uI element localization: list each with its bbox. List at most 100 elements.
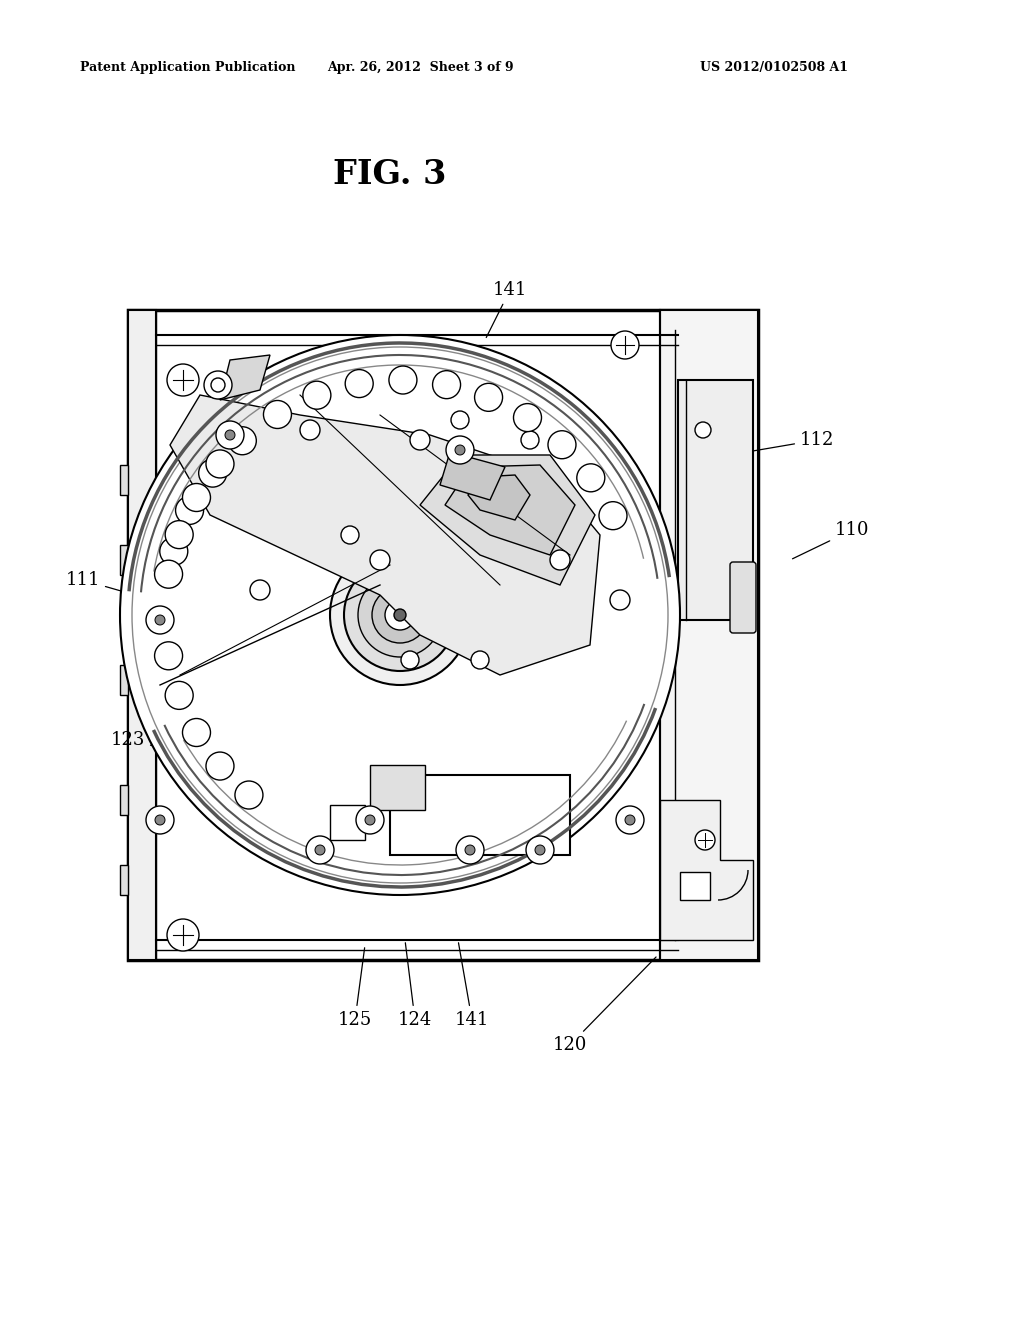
Circle shape [535,845,545,855]
Bar [120,545,128,576]
Circle shape [182,483,211,511]
Circle shape [263,400,292,429]
Bar [680,873,710,900]
Circle shape [250,579,270,601]
Polygon shape [660,800,753,940]
FancyBboxPatch shape [730,562,756,634]
Circle shape [155,814,165,825]
Circle shape [206,450,233,478]
Bar [128,310,758,960]
Bar [128,310,156,960]
Circle shape [300,420,319,440]
Circle shape [432,371,461,399]
Polygon shape [220,355,270,400]
Text: 141: 141 [486,281,527,338]
Circle shape [155,560,182,589]
Circle shape [370,550,390,570]
Circle shape [695,830,715,850]
Circle shape [146,807,174,834]
Circle shape [616,807,644,834]
Circle shape [341,525,359,544]
Polygon shape [468,475,530,520]
Circle shape [303,381,331,409]
Text: US 2012/0102508 A1: US 2012/0102508 A1 [700,62,848,74]
Circle shape [456,836,484,865]
Circle shape [526,836,554,865]
Circle shape [451,411,469,429]
Text: 124: 124 [398,942,432,1030]
Bar [370,766,425,810]
Circle shape [182,718,211,747]
Circle shape [521,432,539,449]
Bar [390,775,570,855]
Text: 112: 112 [702,432,835,459]
Circle shape [160,537,187,565]
Circle shape [167,919,199,950]
Circle shape [550,550,570,570]
Circle shape [167,364,199,396]
Circle shape [225,430,234,440]
Circle shape [345,370,373,397]
Circle shape [599,502,627,529]
Circle shape [165,520,194,549]
Circle shape [625,814,635,825]
Circle shape [155,615,165,624]
Text: 125: 125 [338,948,372,1030]
Circle shape [465,845,475,855]
Circle shape [513,404,542,432]
Text: 120: 120 [553,957,656,1053]
Circle shape [610,590,630,610]
Circle shape [206,752,233,780]
Circle shape [146,606,174,634]
Polygon shape [445,465,575,554]
Circle shape [234,781,263,809]
Circle shape [394,609,406,620]
Circle shape [365,814,375,825]
Bar [678,380,753,620]
Text: Apr. 26, 2012  Sheet 3 of 9: Apr. 26, 2012 Sheet 3 of 9 [327,62,513,74]
Circle shape [577,463,605,492]
Circle shape [120,335,680,895]
Circle shape [306,836,334,865]
Polygon shape [420,455,595,585]
Circle shape [344,558,456,671]
Bar [330,805,365,840]
Text: FIG. 3: FIG. 3 [334,158,446,191]
Circle shape [199,459,226,487]
Circle shape [330,545,470,685]
Circle shape [175,496,204,524]
Polygon shape [440,451,505,500]
Text: 110: 110 [793,521,869,558]
Circle shape [389,366,417,393]
Circle shape [410,430,430,450]
Circle shape [401,651,419,669]
Circle shape [695,422,711,438]
Circle shape [216,421,244,449]
Circle shape [455,445,465,455]
Text: 111: 111 [66,572,132,594]
Circle shape [228,426,256,455]
Circle shape [611,331,639,359]
Circle shape [204,371,232,399]
Bar [660,310,758,960]
Circle shape [358,573,442,657]
Circle shape [356,807,384,834]
Text: Patent Application Publication: Patent Application Publication [80,62,296,74]
Polygon shape [170,395,600,675]
Bar [120,785,128,814]
Bar [120,465,128,495]
Circle shape [165,681,194,709]
Circle shape [446,436,474,465]
Text: 123: 123 [111,731,212,759]
Circle shape [155,642,182,669]
Circle shape [372,587,428,643]
Bar [120,865,128,895]
Bar [120,665,128,696]
Circle shape [548,430,575,459]
Text: 141: 141 [455,942,489,1030]
Circle shape [385,601,415,630]
Circle shape [471,651,489,669]
Circle shape [211,378,225,392]
Circle shape [315,845,325,855]
Circle shape [474,383,503,412]
